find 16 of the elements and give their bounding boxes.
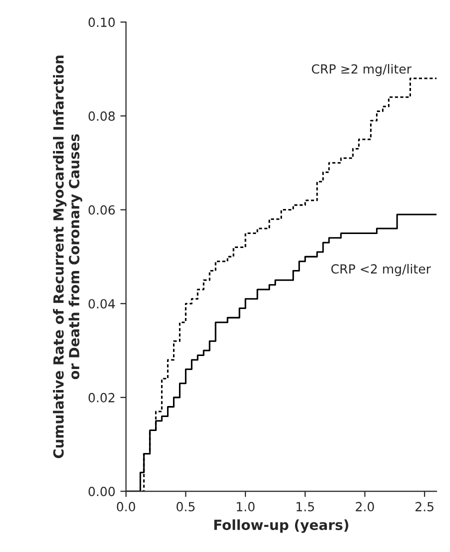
- y-tick-label: 0.00: [88, 486, 115, 496]
- x-axis-title: Follow-up (years): [214, 519, 348, 533]
- y-tick-label: 0.08: [88, 111, 115, 121]
- x-tick-label: 2.0: [356, 502, 374, 512]
- x-tick-label: 2.5: [416, 502, 434, 512]
- y-tick-label: 0.06: [88, 205, 115, 215]
- y-tick-label: 0.04: [88, 299, 115, 309]
- series-label: CRP <2 mg/liter: [331, 264, 431, 276]
- x-tick-label: 0.0: [116, 502, 136, 512]
- series-label: CRP ≥2 mg/liter: [312, 64, 412, 76]
- y-axis-title: Cumulative Rate of Recurrent Myocardial Infarction or Death from Coronary Causes: [52, 56, 82, 458]
- y-tick-label: 0.10: [88, 18, 115, 28]
- x-tick-label: 1.5: [296, 502, 314, 512]
- x-tick-label: 1.0: [236, 502, 255, 512]
- x-tick-label: 0.5: [176, 502, 195, 512]
- y-tick-label: 0.02: [88, 392, 114, 402]
